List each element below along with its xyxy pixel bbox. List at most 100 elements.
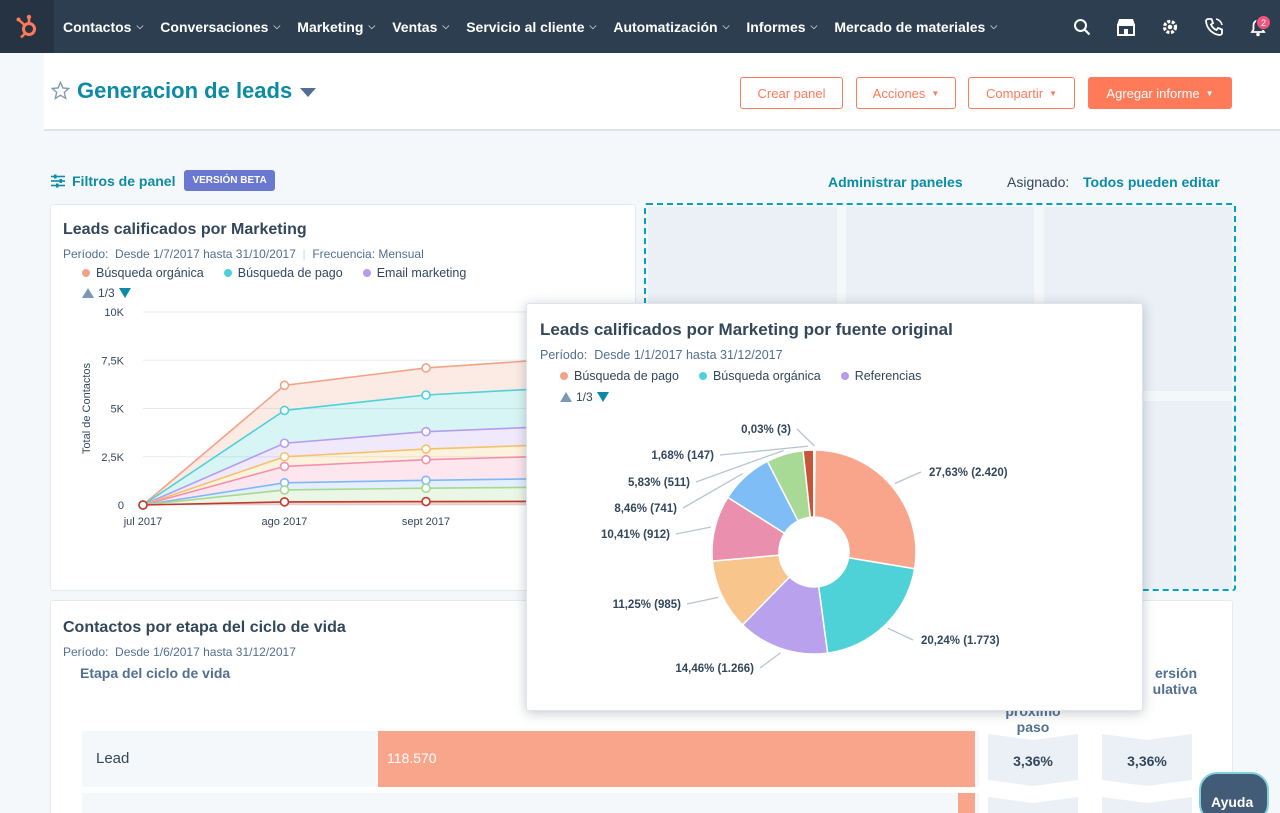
data-point[interactable] xyxy=(421,390,431,400)
add-report-button[interactable]: Agregar informe ▼ xyxy=(1088,77,1232,109)
data-point[interactable] xyxy=(421,454,431,465)
legend-label: Búsqueda de pago xyxy=(237,266,343,280)
top-nav: Contactos ⌵ Conversaciones ⌵ Marketing ⌵ Venta… xyxy=(0,0,1280,53)
period-label: Período: xyxy=(63,645,109,659)
chevron-down-icon[interactable] xyxy=(300,88,316,98)
data-point[interactable] xyxy=(421,444,431,454)
legend-label: Referencias xyxy=(854,369,922,383)
cumulative-chevron xyxy=(1102,797,1192,813)
x-tick-label: sept 2017 xyxy=(402,516,450,528)
area-chart: 10K 7,5K 5K 2,5K 0 Total de Contactos jul 2017… xyxy=(81,307,637,528)
pie-slice[interactable] xyxy=(813,449,917,570)
legend-item[interactable]: Búsqueda de pago xyxy=(223,266,343,280)
funnel-bar[interactable] xyxy=(958,793,975,813)
pie-slice[interactable] xyxy=(741,575,829,655)
nav-item[interactable]: Servicio al cliente ⌵ xyxy=(457,0,604,53)
legend-item[interactable]: Búsqueda de pago xyxy=(560,369,679,383)
page-up-icon[interactable] xyxy=(560,392,572,402)
create-dashboard-label: Crear panel xyxy=(757,85,826,101)
actions-button[interactable]: Acciones ▼ xyxy=(856,77,956,109)
nav-item[interactable]: Ventas ⌵ xyxy=(383,0,457,53)
nav-item-label: Servicio al cliente xyxy=(466,18,585,35)
x-tick-label: jul 2017 xyxy=(123,516,163,528)
data-point[interactable] xyxy=(279,485,290,495)
slice-label: 10,41% (912) xyxy=(601,529,670,541)
series-line xyxy=(142,425,568,506)
area-band xyxy=(143,358,568,505)
hubspot-logo[interactable] xyxy=(0,0,54,53)
area-band xyxy=(143,444,568,505)
cumulative-rate: 3,36% xyxy=(1127,753,1167,769)
data-point[interactable] xyxy=(279,405,290,416)
nav-item[interactable]: Contactos ⌵ xyxy=(54,0,151,53)
pie-slice[interactable] xyxy=(817,556,916,654)
column-header-cumulative: ersión ulativa xyxy=(1117,665,1197,697)
create-dashboard-button[interactable]: Crear panel xyxy=(740,77,843,109)
nav-item[interactable]: Mercado de materiales ⌵ xyxy=(825,0,1005,53)
chevron-down-icon: ⌵ xyxy=(810,21,818,31)
legend-dot xyxy=(698,372,707,380)
donut-chart: 27,63% (2.420) 20,24% (1.773) 14,46% (1.26… xyxy=(601,424,1008,675)
nav-item-label: Conversaciones xyxy=(160,18,269,35)
nav-item[interactable]: Conversaciones ⌵ xyxy=(151,0,288,53)
gear-icon[interactable] xyxy=(1148,0,1192,53)
series-line xyxy=(142,477,568,506)
manage-dashboards-link[interactable]: Administrar paneles xyxy=(828,174,963,190)
next-step-header-line2: paso xyxy=(1016,719,1050,735)
y-tick-label: 7,5K xyxy=(101,355,124,367)
nav-item[interactable]: Part xyxy=(1005,0,1012,53)
calling-icon[interactable] xyxy=(1192,0,1236,53)
funnel-bar[interactable] xyxy=(378,731,975,787)
legend-dot xyxy=(560,372,568,380)
help-button[interactable]: Ayuda xyxy=(1199,772,1269,813)
data-point[interactable] xyxy=(279,380,290,391)
slice-leader-line xyxy=(682,473,743,509)
dashboard-title[interactable]: Generacion de leads xyxy=(77,78,293,103)
data-point[interactable] xyxy=(138,500,148,510)
page-down-icon[interactable] xyxy=(118,288,131,298)
legend-item[interactable]: Referencias xyxy=(840,369,922,383)
slice-label: 0,03% (3) xyxy=(741,424,791,436)
legend-item[interactable]: Búsqueda orgánica xyxy=(82,266,204,280)
actions-label: Acciones xyxy=(872,85,926,101)
legend-item[interactable]: Email marketing xyxy=(362,266,467,280)
y-tick-label: 2,5K xyxy=(101,452,124,464)
slice-label: 20,24% (1.773) xyxy=(921,635,1000,647)
marketplace-icon[interactable] xyxy=(1104,0,1148,53)
nav-item-label: Informes xyxy=(746,18,806,35)
data-point[interactable] xyxy=(421,475,431,486)
pager-label: 1/3 xyxy=(576,390,593,404)
nav-item[interactable]: Marketing ⌵ xyxy=(288,0,383,53)
data-point[interactable] xyxy=(279,451,290,462)
page-up-icon[interactable] xyxy=(82,288,94,298)
data-point[interactable] xyxy=(421,426,431,437)
notifications-bell-icon[interactable]: 2 xyxy=(1236,0,1280,53)
nav-item[interactable]: Automatización ⌵ xyxy=(604,0,737,53)
chart-legend: Búsqueda de pago Búsqueda orgánica Referen… xyxy=(560,369,921,383)
page-down-icon[interactable] xyxy=(596,392,609,402)
share-button[interactable]: Compartir ▼ xyxy=(968,77,1075,109)
data-point[interactable] xyxy=(421,496,431,507)
favorite-star-icon[interactable] xyxy=(51,81,70,100)
table-row xyxy=(82,793,979,813)
data-point[interactable] xyxy=(279,461,290,472)
chevron-down-icon: ⌵ xyxy=(990,21,998,31)
legend-label: Email marketing xyxy=(376,266,467,280)
slice-label: 27,63% (2.420) xyxy=(929,467,1008,479)
data-point[interactable] xyxy=(279,438,290,449)
nav-item[interactable]: Informes ⌵ xyxy=(737,0,825,53)
data-point[interactable] xyxy=(279,497,290,507)
slice-leader-line xyxy=(759,652,781,669)
legend-item[interactable]: Búsqueda orgánica xyxy=(698,369,821,383)
dashboard-filters[interactable]: Filtros de panel VERSIÓN BETA xyxy=(51,170,275,191)
assigned-value-link[interactable]: Todos pueden editar xyxy=(1083,174,1220,190)
dragged-report-card-by-source[interactable]: Leads calificados por Marketing por fuen… xyxy=(526,303,1143,711)
legend-dot xyxy=(840,372,849,380)
data-point[interactable] xyxy=(421,363,431,373)
caret-down-icon: ▼ xyxy=(1049,88,1057,98)
data-point[interactable] xyxy=(421,483,431,494)
pie-slice[interactable] xyxy=(813,449,816,518)
search-icon[interactable] xyxy=(1060,0,1104,53)
share-label: Compartir xyxy=(986,85,1044,101)
cumulative-header-line1: ersión xyxy=(1154,665,1197,681)
